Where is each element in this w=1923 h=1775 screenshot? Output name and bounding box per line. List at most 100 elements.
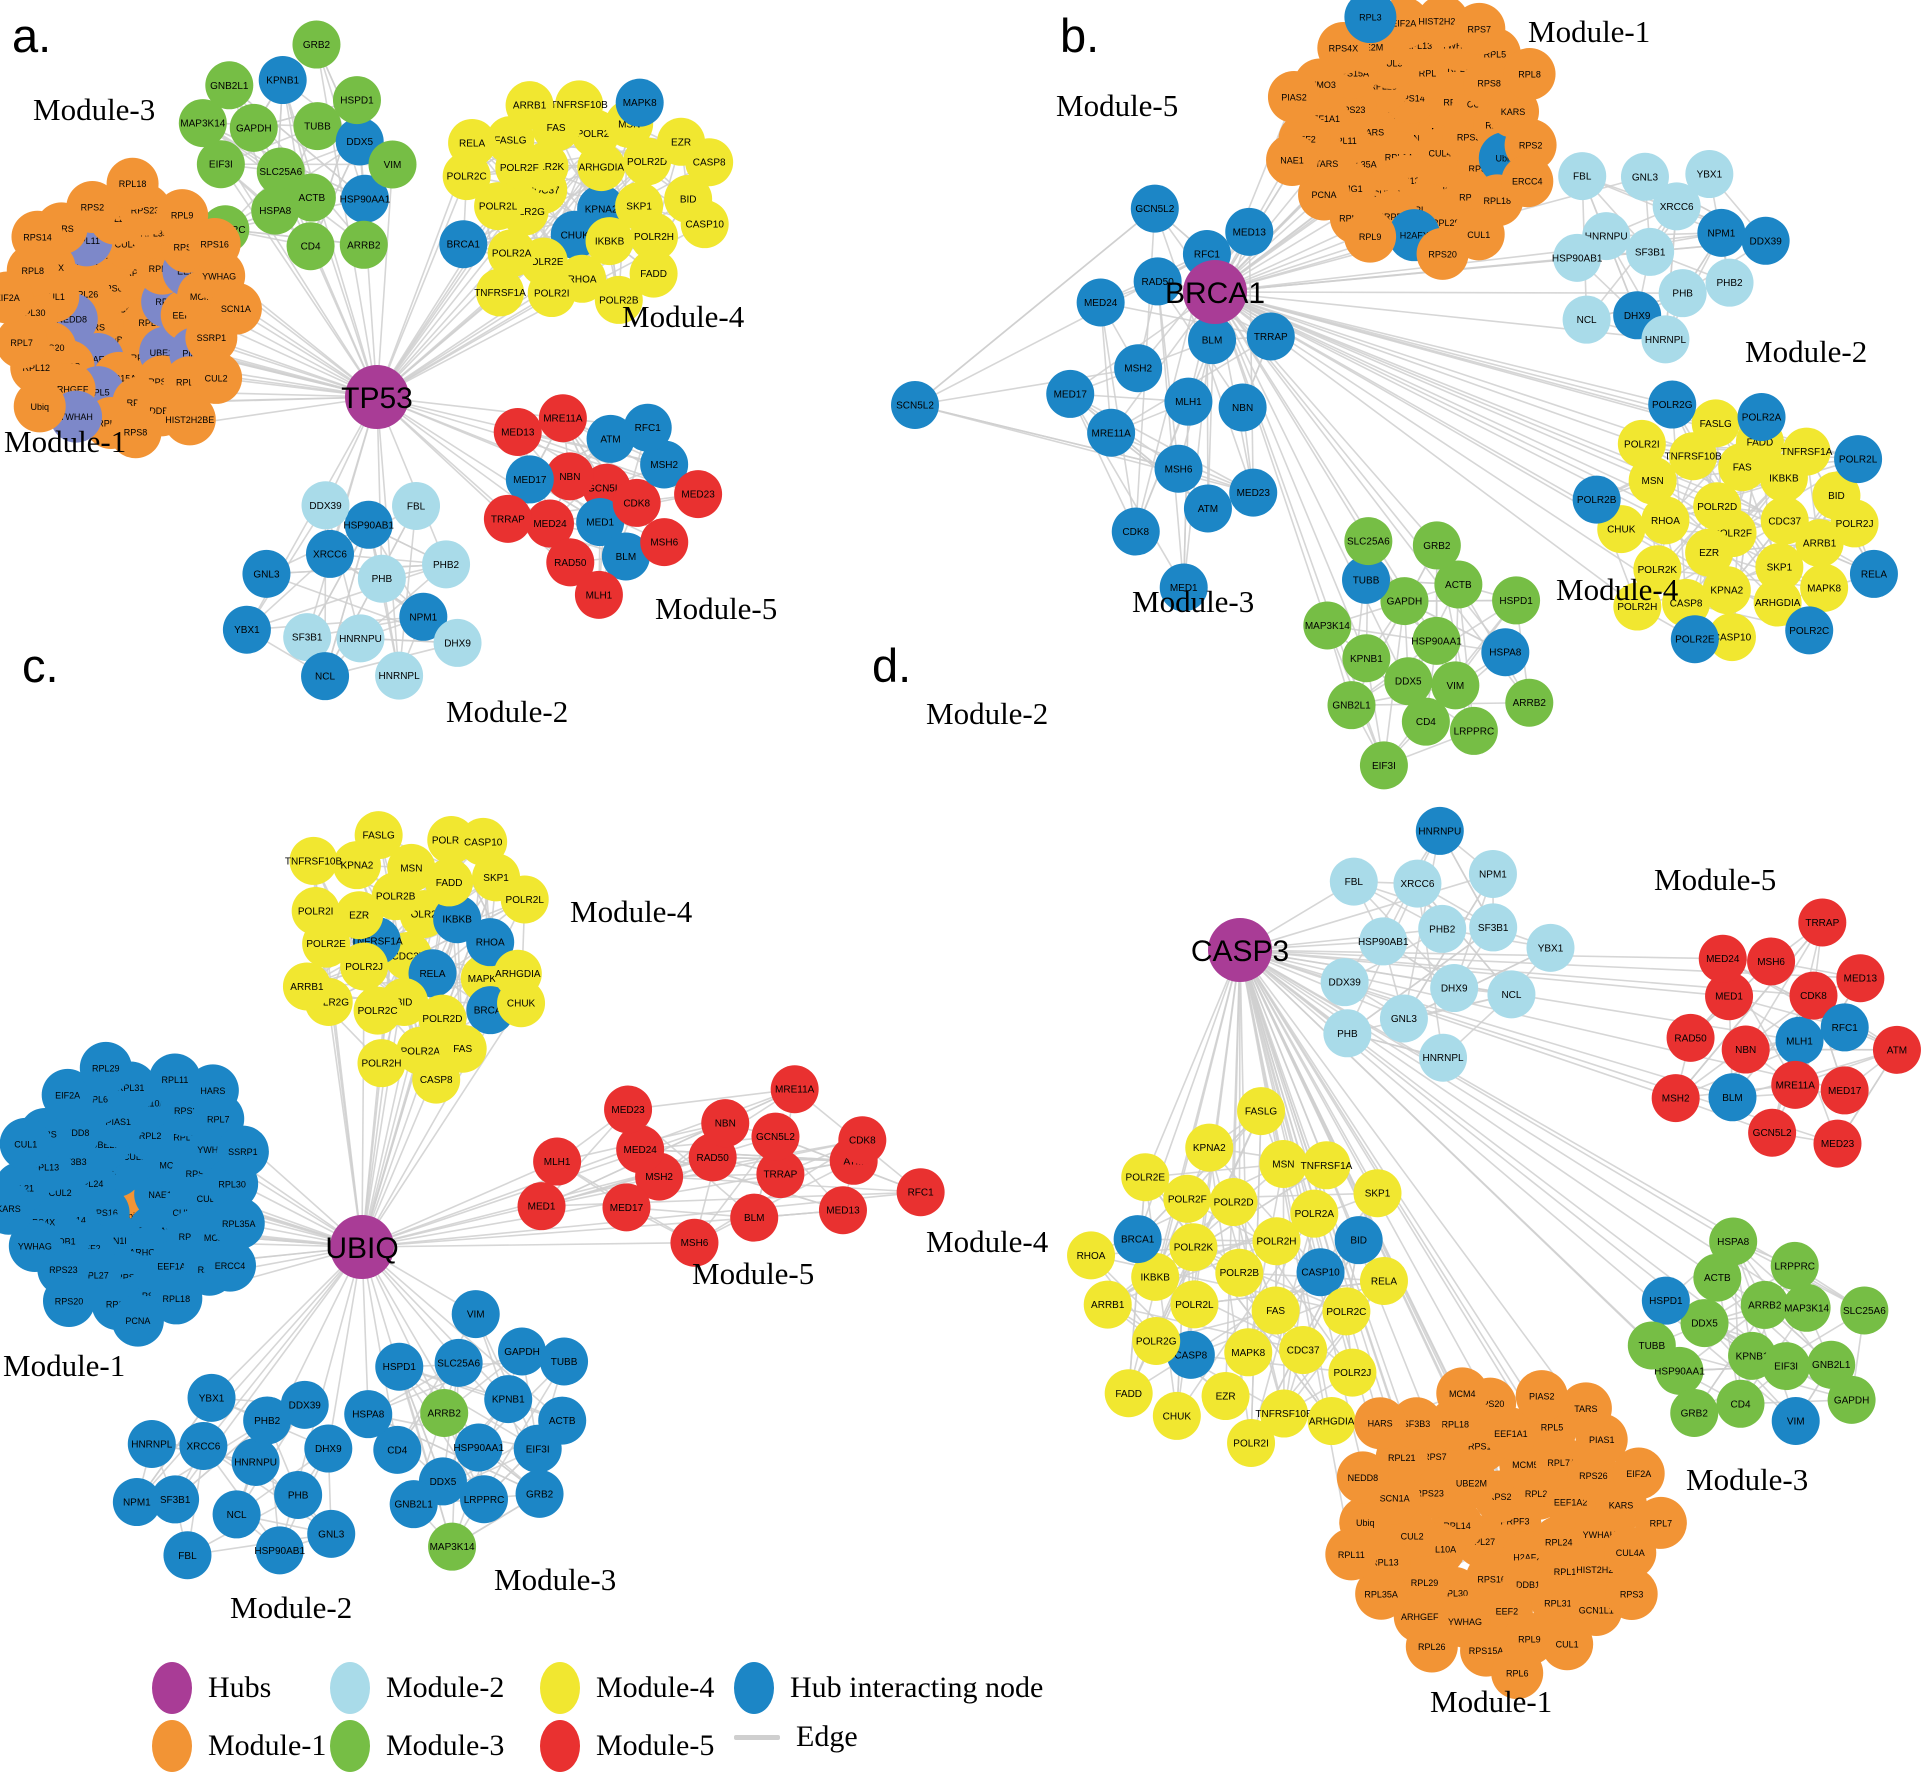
node-rpl11[interactable]: RPL11 xyxy=(1325,1528,1378,1581)
node-polr2k[interactable]: POLR2K xyxy=(1169,1223,1218,1272)
node-rps3[interactable]: RPS3 xyxy=(1605,1567,1658,1620)
node-mre11a[interactable]: MRE11A xyxy=(770,1065,819,1114)
node-gnb2l1[interactable]: GNB2L1 xyxy=(389,1480,438,1529)
node-med13[interactable]: MED13 xyxy=(1225,207,1274,256)
node-trrap[interactable]: TRRAP xyxy=(756,1150,805,1199)
node-med17[interactable]: MED17 xyxy=(505,455,554,504)
node-rad50[interactable]: RAD50 xyxy=(1666,1013,1715,1062)
node-casp8[interactable]: CASP8 xyxy=(1662,578,1711,627)
node-ddx39[interactable]: DDX39 xyxy=(280,1380,329,1429)
node-cdk8[interactable]: CDK8 xyxy=(838,1116,887,1165)
node-mlh1[interactable]: MLH1 xyxy=(1164,377,1213,426)
hub-casp3[interactable]: CASP3 xyxy=(1191,918,1289,982)
node-cd4[interactable]: CD4 xyxy=(1716,1379,1765,1428)
node-casp10[interactable]: CASP10 xyxy=(459,817,508,866)
node-blm[interactable]: BLM xyxy=(601,532,650,581)
node-ncl[interactable]: NCL xyxy=(1487,970,1536,1019)
node-polr2i[interactable]: POLR2I xyxy=(1617,419,1666,468)
node-phb2[interactable]: PHB2 xyxy=(422,540,471,589)
node-fadd[interactable]: FADD xyxy=(1104,1369,1153,1418)
node-ercc4[interactable]: ERCC4 xyxy=(203,1239,256,1292)
node-hsp90ab1[interactable]: HSP90AB1 xyxy=(254,1526,305,1575)
node-hsp90ab1[interactable]: HSP90AB1 xyxy=(343,500,394,549)
node-sf3b1[interactable]: SF3B1 xyxy=(283,613,332,662)
node-tnfrsf1a[interactable]: TNFRSF1A xyxy=(474,268,526,317)
node-med13[interactable]: MED13 xyxy=(818,1186,867,1235)
node-polr2h[interactable]: POLR2H xyxy=(1613,582,1662,631)
node-dhx9[interactable]: DHX9 xyxy=(304,1424,353,1473)
node-polr2f[interactable]: POLR2F xyxy=(1163,1174,1212,1223)
node-tnfrsf1a[interactable]: TNFRSF1A xyxy=(1301,1141,1353,1190)
node-mapk8[interactable]: MAPK8 xyxy=(615,78,664,127)
node-gnb2l1[interactable]: GNB2L1 xyxy=(1807,1340,1856,1389)
node-rad50[interactable]: RAD50 xyxy=(546,538,595,587)
node-actb[interactable]: ACTB xyxy=(1693,1253,1742,1302)
node-kpna2[interactable]: KPNA2 xyxy=(1702,566,1751,615)
node-xrcc6[interactable]: XRCC6 xyxy=(179,1421,228,1470)
node-med24[interactable]: MED24 xyxy=(616,1125,665,1174)
node-hspd1[interactable]: HSPD1 xyxy=(1492,576,1541,625)
node-rfc1[interactable]: RFC1 xyxy=(896,1168,945,1217)
node-msh2[interactable]: MSH2 xyxy=(1651,1074,1700,1123)
node-hspd1[interactable]: HSPD1 xyxy=(375,1342,424,1391)
node-trrap[interactable]: TRRAP xyxy=(1798,898,1847,947)
node-brca1[interactable]: BRCA1 xyxy=(439,220,488,269)
node-eif2a[interactable]: EIF2A xyxy=(1612,1447,1665,1500)
node-rpl8[interactable]: RPL8 xyxy=(1503,48,1556,101)
node-gapdh[interactable]: GAPDH xyxy=(1827,1375,1876,1424)
node-phb[interactable]: PHB xyxy=(274,1470,323,1519)
node-vim[interactable]: VIM xyxy=(451,1290,500,1339)
node-actb[interactable]: ACTB xyxy=(1434,560,1483,609)
node-kpnb1[interactable]: KPNB1 xyxy=(484,1375,533,1424)
node-atm[interactable]: ATM xyxy=(1183,484,1232,533)
node-polr2h[interactable]: POLR2H xyxy=(630,212,679,261)
node-vim[interactable]: VIM xyxy=(1771,1396,1820,1445)
node-polr2g[interactable]: POLR2G xyxy=(1648,380,1697,429)
node-phb2[interactable]: PHB2 xyxy=(1705,258,1754,307)
node-slc25a6[interactable]: SLC25A6 xyxy=(434,1338,483,1387)
node-med13[interactable]: MED13 xyxy=(1836,954,1885,1003)
node-gapdh[interactable]: GAPDH xyxy=(1380,577,1429,626)
node-pcna[interactable]: PCNA xyxy=(111,1294,164,1347)
node-tubb[interactable]: TUBB xyxy=(1342,555,1391,604)
node-hsp90aa1[interactable]: HSP90AA1 xyxy=(453,1423,504,1472)
node-ncl[interactable]: NCL xyxy=(1562,295,1611,344)
node-casp10[interactable]: CASP10 xyxy=(1296,1248,1345,1297)
node-hsp90ab1[interactable]: HSP90AB1 xyxy=(1358,917,1409,966)
node-rpl35a[interactable]: RPL35A xyxy=(212,1197,265,1250)
node-nedd8[interactable]: NEDD8 xyxy=(1336,1451,1389,1504)
node-rhoa[interactable]: RHOA xyxy=(1641,496,1690,545)
node-kpnb1[interactable]: KPNB1 xyxy=(258,56,307,105)
node-rps14[interactable]: RPS14 xyxy=(11,210,64,263)
node-tnfrsf10b[interactable]: TNFRSF10B xyxy=(1255,1389,1313,1438)
node-casp10[interactable]: CASP10 xyxy=(680,200,729,249)
node-rela[interactable]: RELA xyxy=(1849,549,1898,598)
node-rpl7[interactable]: RPL7 xyxy=(1634,1496,1687,1549)
node-npm1[interactable]: NPM1 xyxy=(1697,208,1746,257)
node-hars[interactable]: HARS xyxy=(186,1064,239,1117)
node-tnfrsf10b[interactable]: TNFRSF10B xyxy=(551,80,609,129)
node-fas[interactable]: FAS xyxy=(1251,1286,1300,1335)
node-mre11a[interactable]: MRE11A xyxy=(538,394,587,443)
node-grb2[interactable]: GRB2 xyxy=(1412,521,1461,570)
node-med24[interactable]: MED24 xyxy=(1076,278,1125,327)
node-polr2b[interactable]: POLR2B xyxy=(594,275,643,324)
node-casp10[interactable]: CASP10 xyxy=(1707,613,1756,662)
node-arrb1[interactable]: ARRB1 xyxy=(1795,519,1844,568)
node-med23[interactable]: MED23 xyxy=(604,1085,653,1134)
node-gnb2l1[interactable]: GNB2L1 xyxy=(205,61,254,110)
node-cd4[interactable]: CD4 xyxy=(286,222,335,271)
node-msn[interactable]: MSN xyxy=(1259,1139,1308,1188)
node-rpl3[interactable]: RPL3 xyxy=(1344,0,1397,44)
node-phb[interactable]: PHB xyxy=(1658,269,1707,318)
node-med17[interactable]: MED17 xyxy=(1820,1066,1869,1115)
node-polr2b[interactable]: POLR2B xyxy=(1572,475,1621,524)
node-trrap[interactable]: TRRAP xyxy=(1246,312,1295,361)
node-mlh1[interactable]: MLH1 xyxy=(1775,1016,1824,1065)
node-ikbkb[interactable]: IKBKB xyxy=(585,217,634,266)
hub-ubiq[interactable]: UBIQ xyxy=(325,1215,399,1279)
node-polr2h[interactable]: POLR2H xyxy=(1252,1217,1301,1266)
node-mcm4[interactable]: MCM4 xyxy=(1436,1367,1489,1420)
node-hspd1[interactable]: HSPD1 xyxy=(332,76,381,125)
node-gnb2l1[interactable]: GNB2L1 xyxy=(1327,681,1376,730)
